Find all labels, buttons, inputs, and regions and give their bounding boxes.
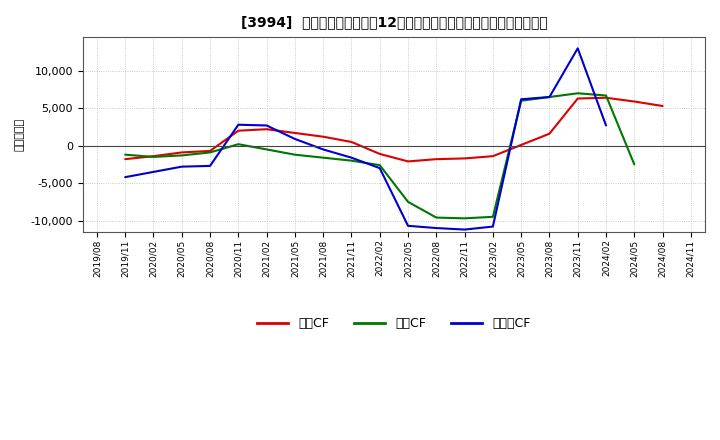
Title: [3994]  キャッシュフローの12か月移動合計の対前年同期増減額の推移: [3994] キャッシュフローの12か月移動合計の対前年同期増減額の推移	[240, 15, 547, 29]
Y-axis label: （百万円）: （百万円）	[15, 118, 25, 151]
Legend: 営業CF, 投資CF, フリーCF: 営業CF, 投資CF, フリーCF	[252, 312, 536, 335]
